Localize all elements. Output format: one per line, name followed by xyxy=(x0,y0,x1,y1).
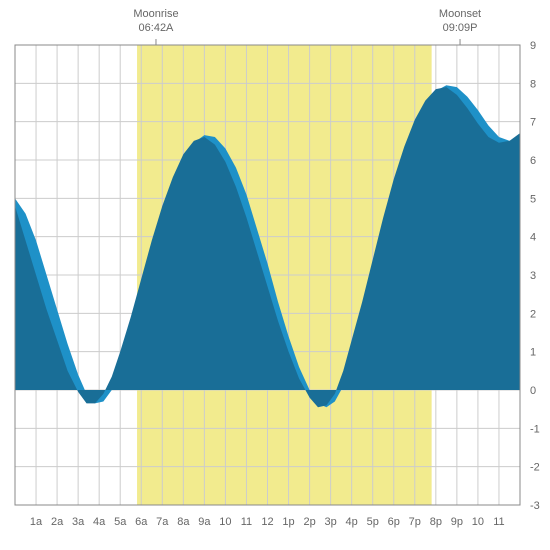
x-tick-label: 11 xyxy=(493,516,504,528)
y-tick-label: 4 xyxy=(530,232,536,244)
y-tick-label: 2 xyxy=(530,308,536,320)
x-tick-label: 3p xyxy=(325,516,337,528)
y-tick-label: -2 xyxy=(530,462,540,474)
y-tick-label: 5 xyxy=(530,193,536,205)
x-tick-label: 4p xyxy=(346,516,358,528)
y-tick-label: -1 xyxy=(530,423,540,435)
y-tick-label: -3 xyxy=(530,500,540,512)
x-tick-label: 10 xyxy=(472,516,484,528)
y-tick-label: 8 xyxy=(530,78,536,90)
moonset-time: 09:09P xyxy=(443,22,478,34)
x-tick-label: 9p xyxy=(451,516,463,528)
y-tick-label: 1 xyxy=(530,347,536,359)
x-tick-label: 8a xyxy=(177,516,190,528)
y-tick-label: 9 xyxy=(530,40,536,52)
x-tick-label: 1a xyxy=(30,516,43,528)
x-tick-label: 11 xyxy=(241,516,252,528)
x-tick-label: 6a xyxy=(135,516,148,528)
tide-chart: 1a2a3a4a5a6a7a8a9a1011121p2p3p4p5p6p7p8p… xyxy=(0,0,550,550)
moonset-label: Moonset xyxy=(439,8,481,20)
x-tick-label: 12 xyxy=(261,516,273,528)
moonrise-time: 06:42A xyxy=(139,22,175,34)
y-tick-label: 0 xyxy=(530,385,536,397)
x-tick-label: 5p xyxy=(367,516,379,528)
x-tick-label: 5a xyxy=(114,516,127,528)
x-tick-label: 10 xyxy=(219,516,231,528)
x-tick-label: 4a xyxy=(93,516,106,528)
x-tick-label: 7p xyxy=(409,516,421,528)
x-tick-label: 1p xyxy=(282,516,294,528)
moonrise-label: Moonrise xyxy=(133,8,178,20)
y-tick-label: 6 xyxy=(530,155,536,167)
y-tick-label: 7 xyxy=(530,117,536,129)
chart-svg: 1a2a3a4a5a6a7a8a9a1011121p2p3p4p5p6p7p8p… xyxy=(0,0,550,550)
x-tick-label: 3a xyxy=(72,516,85,528)
x-tick-label: 2a xyxy=(51,516,64,528)
x-tick-label: 8p xyxy=(430,516,442,528)
x-tick-label: 6p xyxy=(388,516,400,528)
x-tick-label: 9a xyxy=(198,516,211,528)
x-tick-label: 7a xyxy=(156,516,169,528)
x-tick-label: 2p xyxy=(303,516,315,528)
y-tick-label: 3 xyxy=(530,270,536,282)
